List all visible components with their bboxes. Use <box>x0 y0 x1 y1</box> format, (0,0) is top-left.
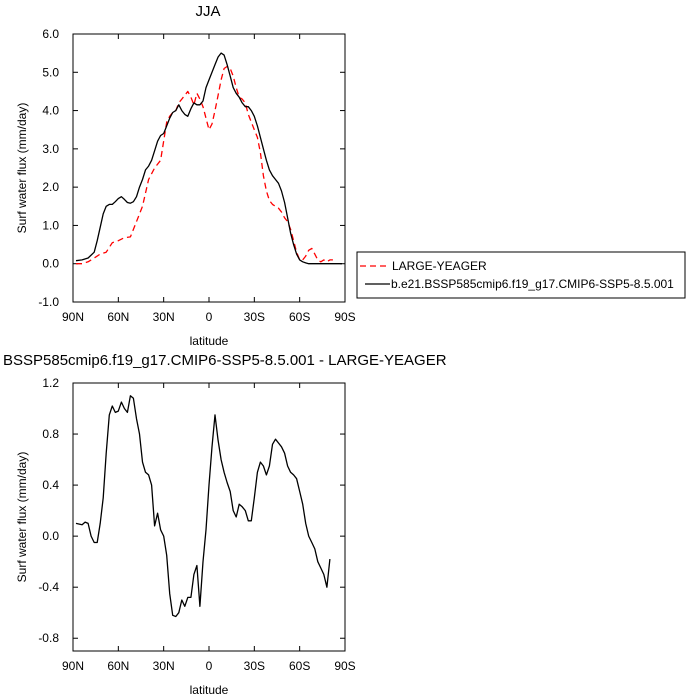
top-y-tick-label: 2.0 <box>42 180 59 194</box>
bottom-x-tick-label: 90N <box>62 659 84 673</box>
bottom-x-tick-label: 0 <box>206 659 213 673</box>
top-x-tick-label: 90S <box>334 310 355 324</box>
top-x-tick-label: 30N <box>153 310 175 324</box>
bottom-axis-ticks: 90N 60N 30N 0 30S 60S 90S -0.8 -0.4 0.0 0.4 0.8 1.2 <box>38 376 355 673</box>
top-y-tick-label: 0.0 <box>42 257 59 271</box>
bottom-y-tick-label: -0.4 <box>38 580 59 594</box>
bottom-x-tick-label: 90S <box>334 659 355 673</box>
top-series-line-1 <box>75 52 342 265</box>
bottom-y-tick-label: 0.8 <box>42 427 59 441</box>
top-axis-ticks: 90N 60N 30N 0 30S 60S 90S -1.0 0.0 1.0 2.0 3.0 4.0 5.… <box>38 27 355 324</box>
bottom-chart-title: BSSP585cmip6.f19_g17.CMIP6-SSP5-8.5.001 … <box>3 352 447 369</box>
top-x-tick-label: 60N <box>107 310 129 324</box>
bottom-x-axis-title: latitude <box>190 683 229 697</box>
bottom-x-tick-label: 30S <box>244 659 265 673</box>
top-x-axis-title: latitude <box>190 334 229 348</box>
bottom-y-tick-label: -0.8 <box>38 631 59 645</box>
bottom-y-tick-label: 0.4 <box>42 478 59 492</box>
bottom-panel: BSSP585cmip6.f19_g17.CMIP6-SSP5-8.5.001 … <box>3 352 447 697</box>
bottom-x-tick-label: 60S <box>289 659 310 673</box>
top-x-tick-label: 0 <box>206 310 213 324</box>
top-chart-title: JJA <box>195 3 220 20</box>
top-y-tick-label: -1.0 <box>38 295 59 309</box>
top-y-tick-label: 4.0 <box>42 104 59 118</box>
top-series-group <box>75 52 342 265</box>
bottom-y-tick-label: 1.2 <box>42 376 59 390</box>
bottom-series-group <box>75 395 331 618</box>
top-y-tick-label: 6.0 <box>42 27 59 41</box>
legend-label-bssp585: b.e21.BSSP585cmip6.f19_g17.CMIP6-SSP5-8.… <box>391 277 674 291</box>
bottom-series-line-0 <box>75 395 331 618</box>
top-y-tick-label: 5.0 <box>42 65 59 79</box>
legend: LARGE-YEAGER b.e21.BSSP585cmip6.f19_g17.… <box>356 251 686 299</box>
top-y-tick-label: 3.0 <box>42 142 59 156</box>
bottom-x-tick-label: 30N <box>153 659 175 673</box>
top-x-tick-label: 60S <box>289 310 310 324</box>
legend-label-large-yeager: LARGE-YEAGER <box>392 259 487 273</box>
top-panel: JJA 90N 60N 30N 0 30S 60S 90S -1.0 0.0 1.0 2.0 3.0 4… <box>15 3 686 348</box>
legend-frame <box>356 251 686 299</box>
top-y-axis-title: Surf water flux (mm/day) <box>15 103 29 234</box>
bottom-x-tick-label: 60N <box>107 659 129 673</box>
top-x-tick-label: 90N <box>62 310 84 324</box>
bottom-y-tick-label: 0.0 <box>42 529 59 543</box>
top-y-tick-label: 1.0 <box>42 218 59 232</box>
top-x-tick-label: 30S <box>244 310 265 324</box>
bottom-y-axis-title: Surf water flux (mm/day) <box>15 452 29 583</box>
